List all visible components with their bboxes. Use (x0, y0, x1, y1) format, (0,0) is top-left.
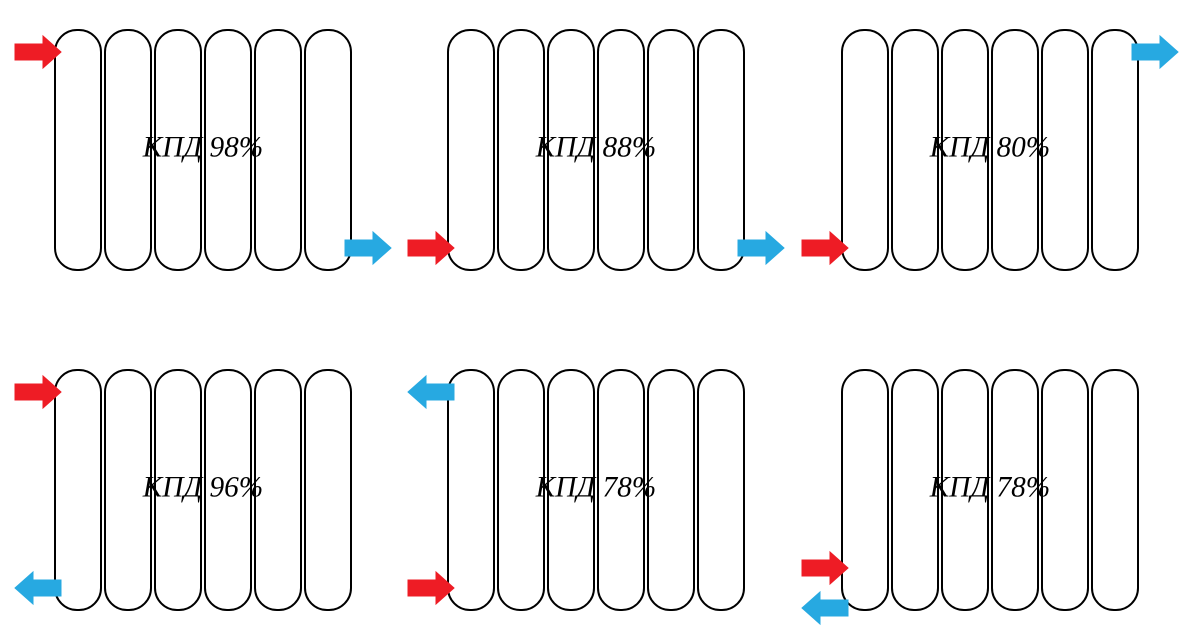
radiator-section (448, 30, 494, 270)
radiator-r6: КПД 78% (802, 370, 1138, 624)
efficiency-label: КПД 98% (142, 132, 263, 164)
radiator-r1: КПД 98% (15, 30, 391, 270)
efficiency-label: КПД 80% (929, 132, 1050, 164)
efficiency-label: КПД 78% (535, 472, 656, 504)
radiator-section (55, 370, 101, 610)
outlet-arrow (802, 592, 848, 624)
radiator-r2: КПД 88% (408, 30, 784, 270)
efficiency-label: КПД 78% (929, 472, 1050, 504)
radiator-section (448, 370, 494, 610)
radiator-section (842, 30, 888, 270)
radiator-section (305, 370, 351, 610)
efficiency-label: КПД 88% (535, 132, 656, 164)
radiator-section (1092, 30, 1138, 270)
radiator-r3: КПД 80% (802, 30, 1178, 270)
radiator-r5: КПД 78% (408, 370, 744, 610)
efficiency-label: КПД 96% (142, 472, 263, 504)
radiator-section (698, 370, 744, 610)
radiator-section (842, 370, 888, 610)
radiator-section (55, 30, 101, 270)
radiator-section (1092, 370, 1138, 610)
radiator-section (698, 30, 744, 270)
radiator-r4: КПД 96% (15, 370, 351, 610)
radiator-section (305, 30, 351, 270)
radiator-efficiency-diagram: КПД 98% КПД 88% КПД 80% КПД 96% КПД 78% КПД 7… (0, 0, 1200, 638)
